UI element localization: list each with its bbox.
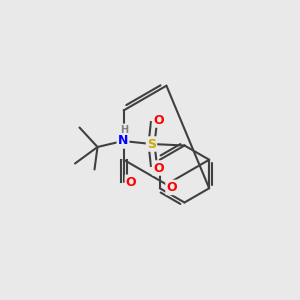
- Text: N: N: [118, 134, 128, 148]
- Text: H: H: [120, 124, 128, 135]
- Text: O: O: [167, 181, 177, 194]
- Text: S: S: [147, 137, 156, 151]
- Text: O: O: [153, 161, 164, 175]
- Text: O: O: [153, 113, 164, 127]
- Text: O: O: [126, 176, 136, 189]
